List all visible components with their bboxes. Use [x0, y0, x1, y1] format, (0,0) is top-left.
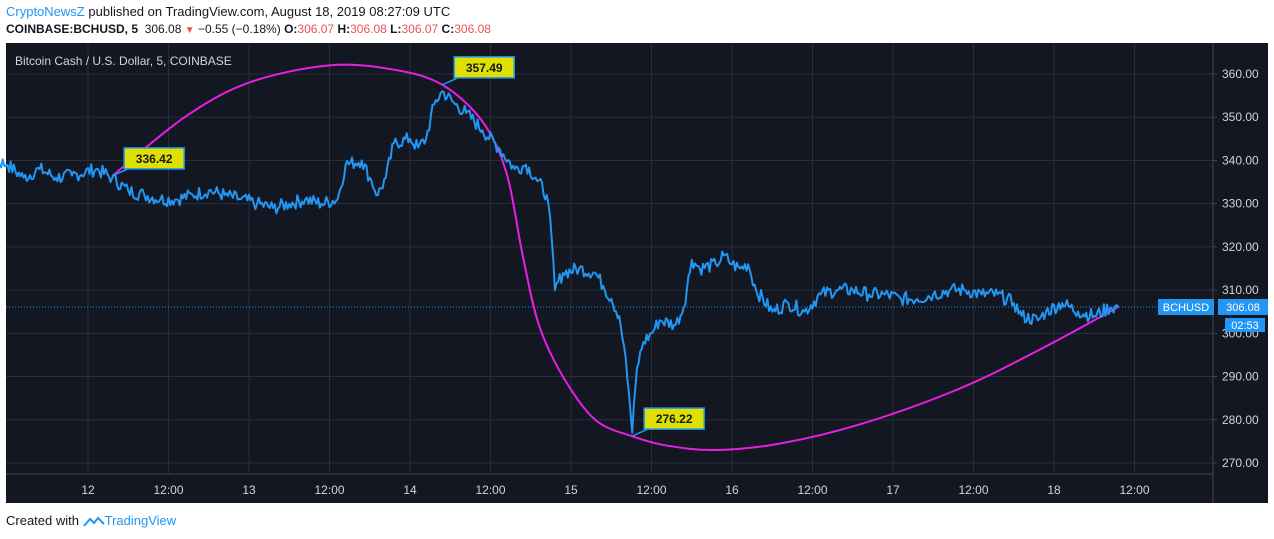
price-tick-label: 280.00: [1222, 413, 1259, 427]
time-tick-label: 16: [725, 483, 739, 497]
symbol-tag: BCHUSD: [1163, 302, 1210, 314]
low-label: L:: [390, 22, 402, 36]
publish-info: CryptoNewsZ published on TradingView.com…: [6, 4, 450, 19]
price-tick-label: 330.00: [1222, 197, 1259, 211]
price-callouts[interactable]: 336.42 357.49 276.22: [111, 56, 705, 437]
price-tick-label: 320.00: [1222, 240, 1259, 254]
callout-box[interactable]: [643, 407, 705, 430]
footer: Created with TradingView: [6, 513, 176, 529]
chart-title: Bitcoin Cash / U.S. Dollar, 5, COINBASE: [15, 54, 232, 68]
price-axis[interactable]: 360.00350.00340.00330.00320.00310.00300.…: [1213, 67, 1259, 470]
time-tick-label: 18: [1047, 483, 1061, 497]
time-tick-label: 12:00: [958, 483, 988, 497]
callout-label: 336.42: [136, 152, 173, 166]
countdown-bg: [1225, 318, 1265, 332]
down-arrow-icon: ▼: [184, 25, 195, 36]
author-link[interactable]: CryptoNewsZ: [6, 4, 85, 19]
high-value: 306.08: [350, 22, 387, 36]
callout-box[interactable]: [123, 147, 185, 170]
open-value: 306.07: [297, 22, 335, 36]
grid-lines: [6, 43, 1213, 474]
time-tick-label: 12:00: [636, 483, 666, 497]
created-with-text: Created with: [6, 513, 79, 528]
callout-label: 357.49: [466, 61, 503, 75]
close-label: C:: [441, 22, 455, 36]
price-tick-label: 360.00: [1222, 67, 1259, 81]
tradingview-logo-icon: [82, 516, 105, 527]
low-value: 306.07: [401, 22, 439, 36]
price-line: [0, 90, 1120, 434]
time-tick-label: 12:00: [1119, 483, 1149, 497]
symbol-tag-bg: [1158, 299, 1214, 315]
time-tick-label: 17: [886, 483, 900, 497]
time-tick-label: 12: [81, 483, 95, 497]
published-text: published on TradingView.com, August 18,…: [88, 4, 451, 19]
time-axis[interactable]: 12 12:00 13 12:00 14 12:00 15 12:00 16 12:00 17 12:…: [81, 483, 1150, 497]
high-label: H:: [337, 22, 351, 36]
time-tick-label: 12:00: [314, 483, 344, 497]
price-tick-label: 290.00: [1222, 370, 1259, 384]
price-tag-value: 306.08: [1226, 302, 1260, 314]
price-tick-label: 310.00: [1222, 283, 1259, 297]
open-label: O:: [284, 22, 298, 36]
time-tick-label: 15: [564, 483, 578, 497]
symbol-info: COINBASE:BCHUSD, 5 306.08 ▼ −0.55 (−0.18…: [6, 22, 491, 36]
price-tag: BCHUSD 306.08 02:53: [1158, 299, 1268, 332]
last-price: 306.08: [144, 22, 182, 36]
close-value: 306.08: [454, 22, 491, 36]
chart-background: [6, 43, 1268, 503]
price-tick-label: 270.00: [1222, 456, 1259, 470]
callout-box[interactable]: [453, 56, 515, 79]
price-tick-label: 340.00: [1222, 153, 1259, 167]
countdown: 02:53: [1231, 320, 1259, 332]
price-tick-label: 350.00: [1222, 110, 1259, 124]
symbol-label: COINBASE:BCHUSD, 5: [6, 22, 139, 36]
time-tick-label: 12:00: [475, 483, 505, 497]
time-tick-label: 13: [242, 483, 256, 497]
time-tick-label: 12:00: [153, 483, 183, 497]
price-change: −0.55 (−0.18%): [197, 22, 281, 36]
time-tick-label: 12:00: [797, 483, 827, 497]
time-tick-label: 14: [403, 483, 417, 497]
trend-curve[interactable]: [111, 63, 1119, 452]
tradingview-link[interactable]: TradingView: [104, 513, 177, 528]
price-tag-bg: [1218, 299, 1268, 315]
callout-label: 276.22: [656, 412, 693, 426]
